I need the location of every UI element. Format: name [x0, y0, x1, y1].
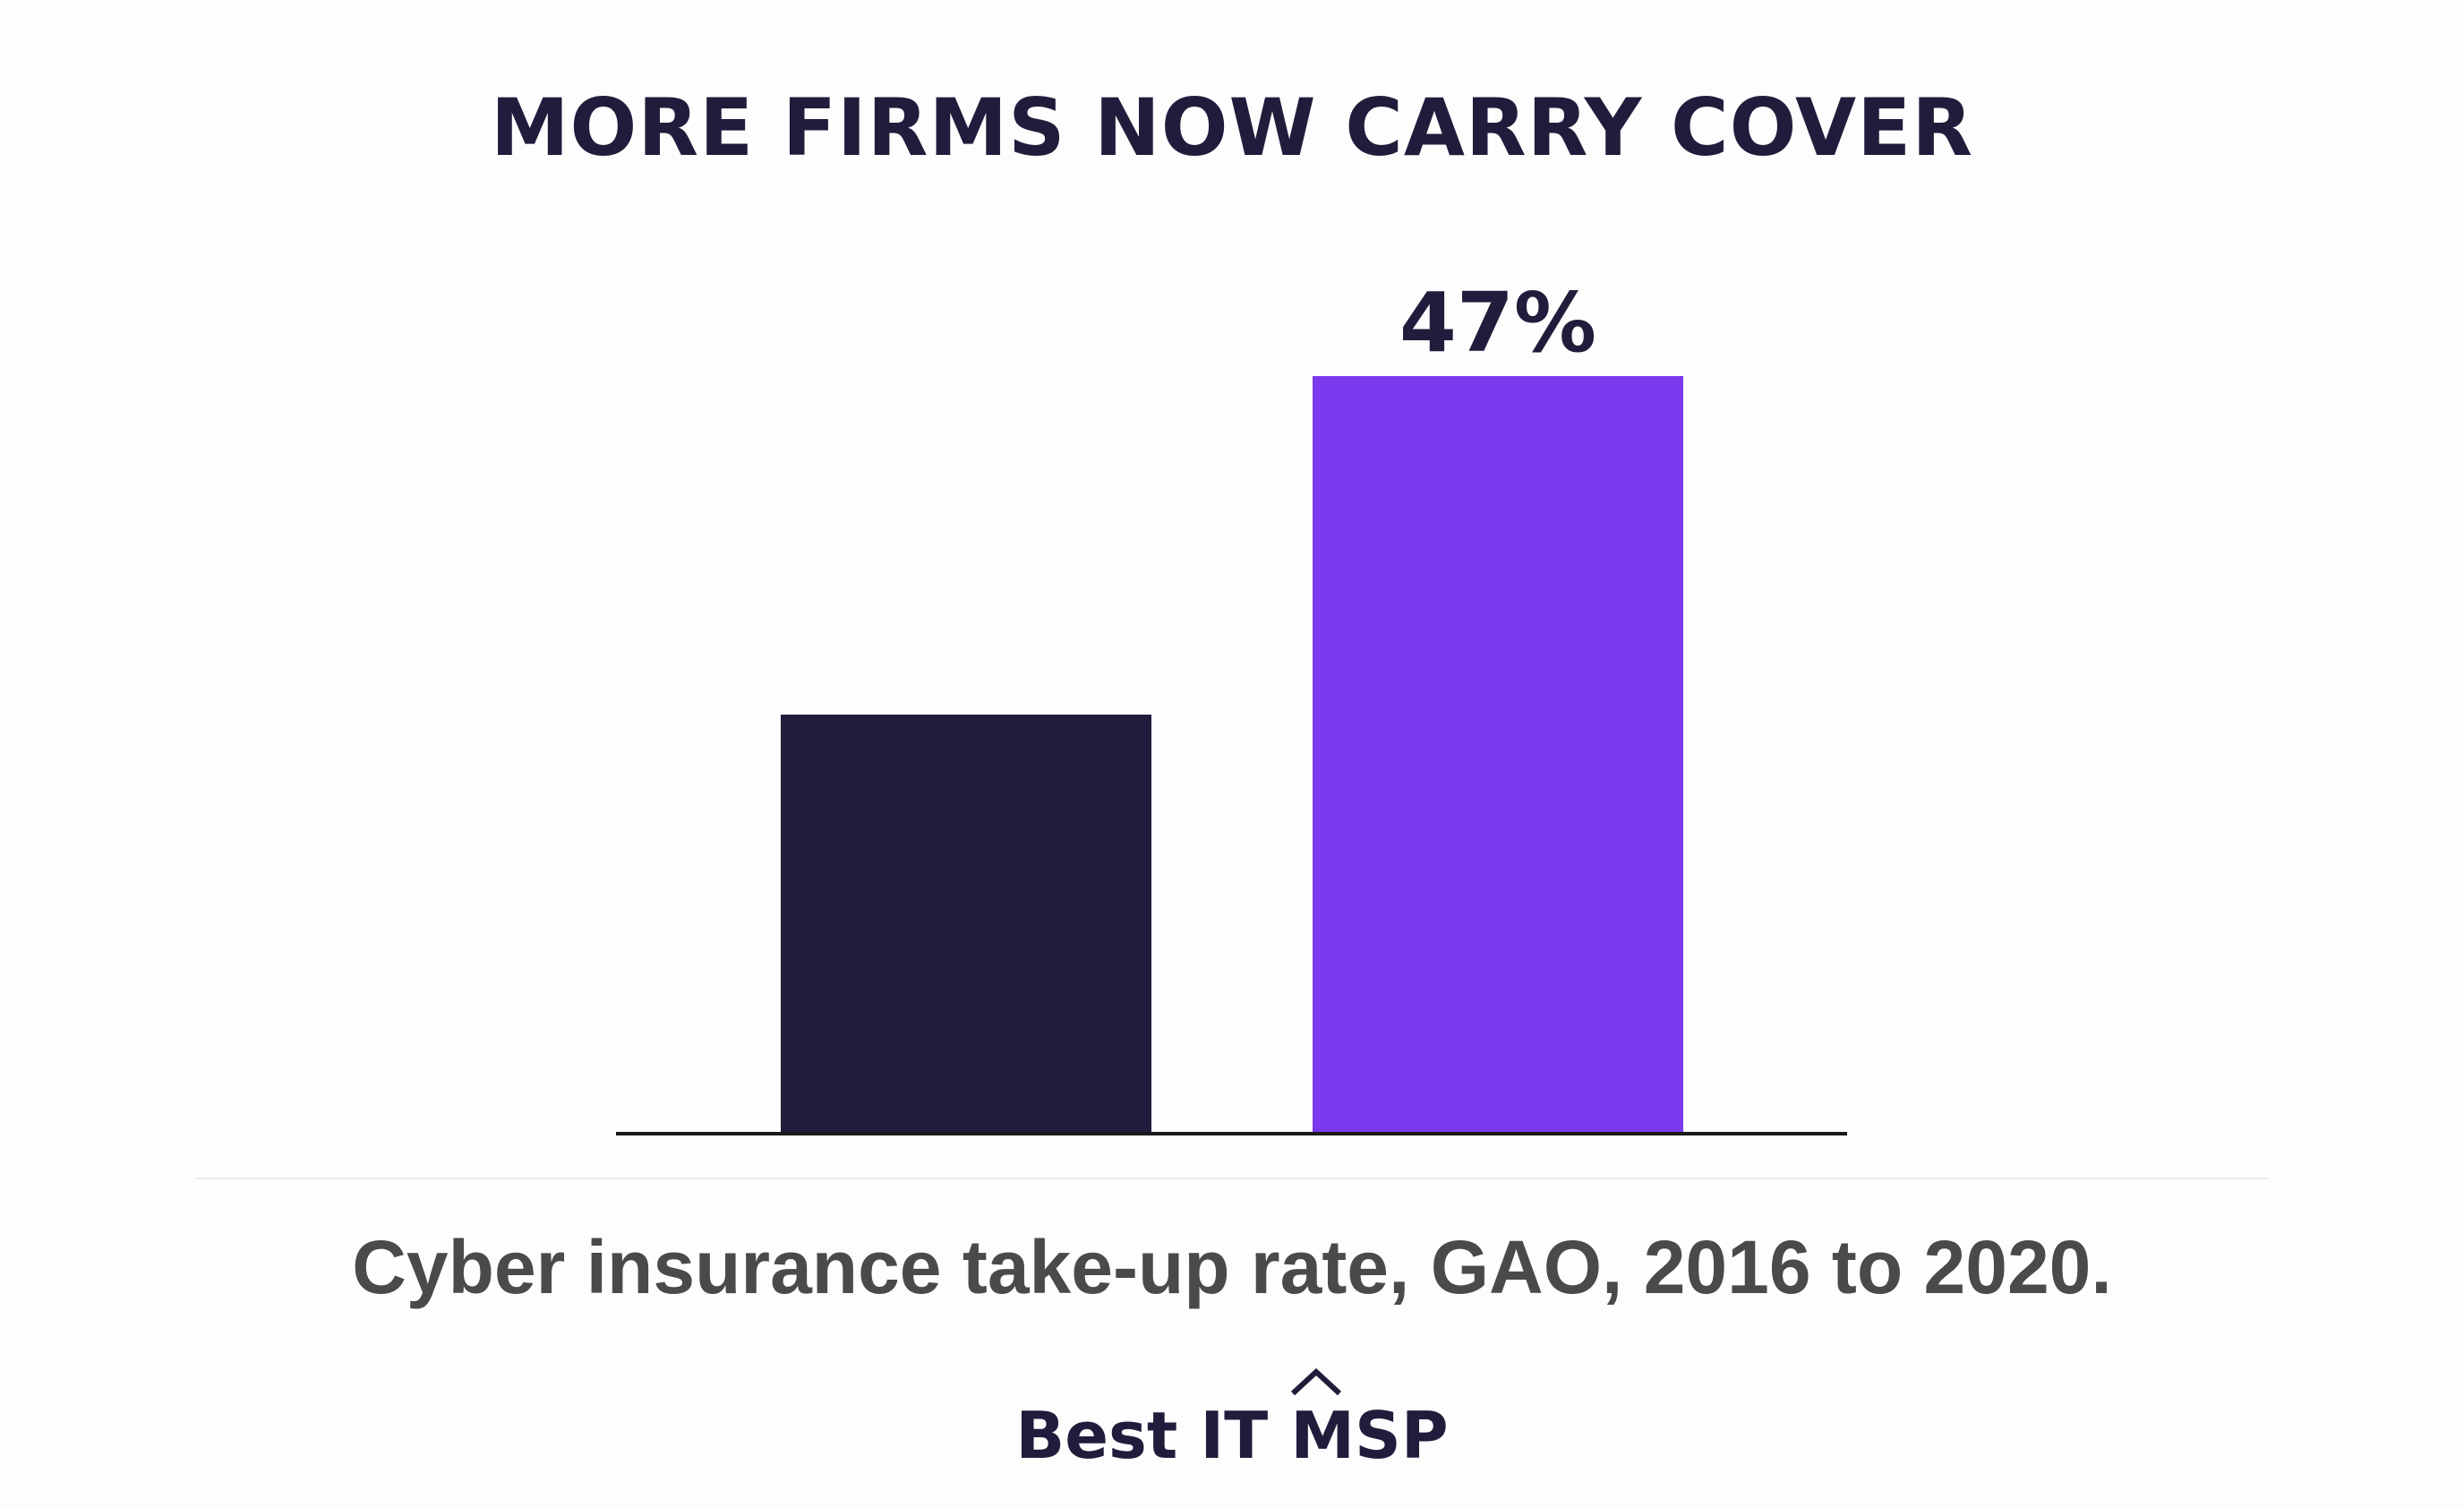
data-label-group: 47% — [1399, 275, 1596, 371]
bar-2020 — [1313, 376, 1683, 1134]
bar-chart: 47% — [616, 275, 1847, 1135]
brand-logo: Best IT MSP — [1015, 1398, 1449, 1473]
bar-group — [781, 376, 1683, 1134]
chart-caption: Cyber insurance take-up rate, GAO, 2016 … — [352, 1225, 2112, 1309]
chart-title: MORE FIRMS NOW CARRY COVER — [490, 81, 1974, 174]
data-label-2020: 47% — [1399, 275, 1596, 371]
caret-icon — [1290, 1367, 1342, 1396]
divider — [195, 1178, 2269, 1179]
bar-2016 — [781, 715, 1151, 1134]
